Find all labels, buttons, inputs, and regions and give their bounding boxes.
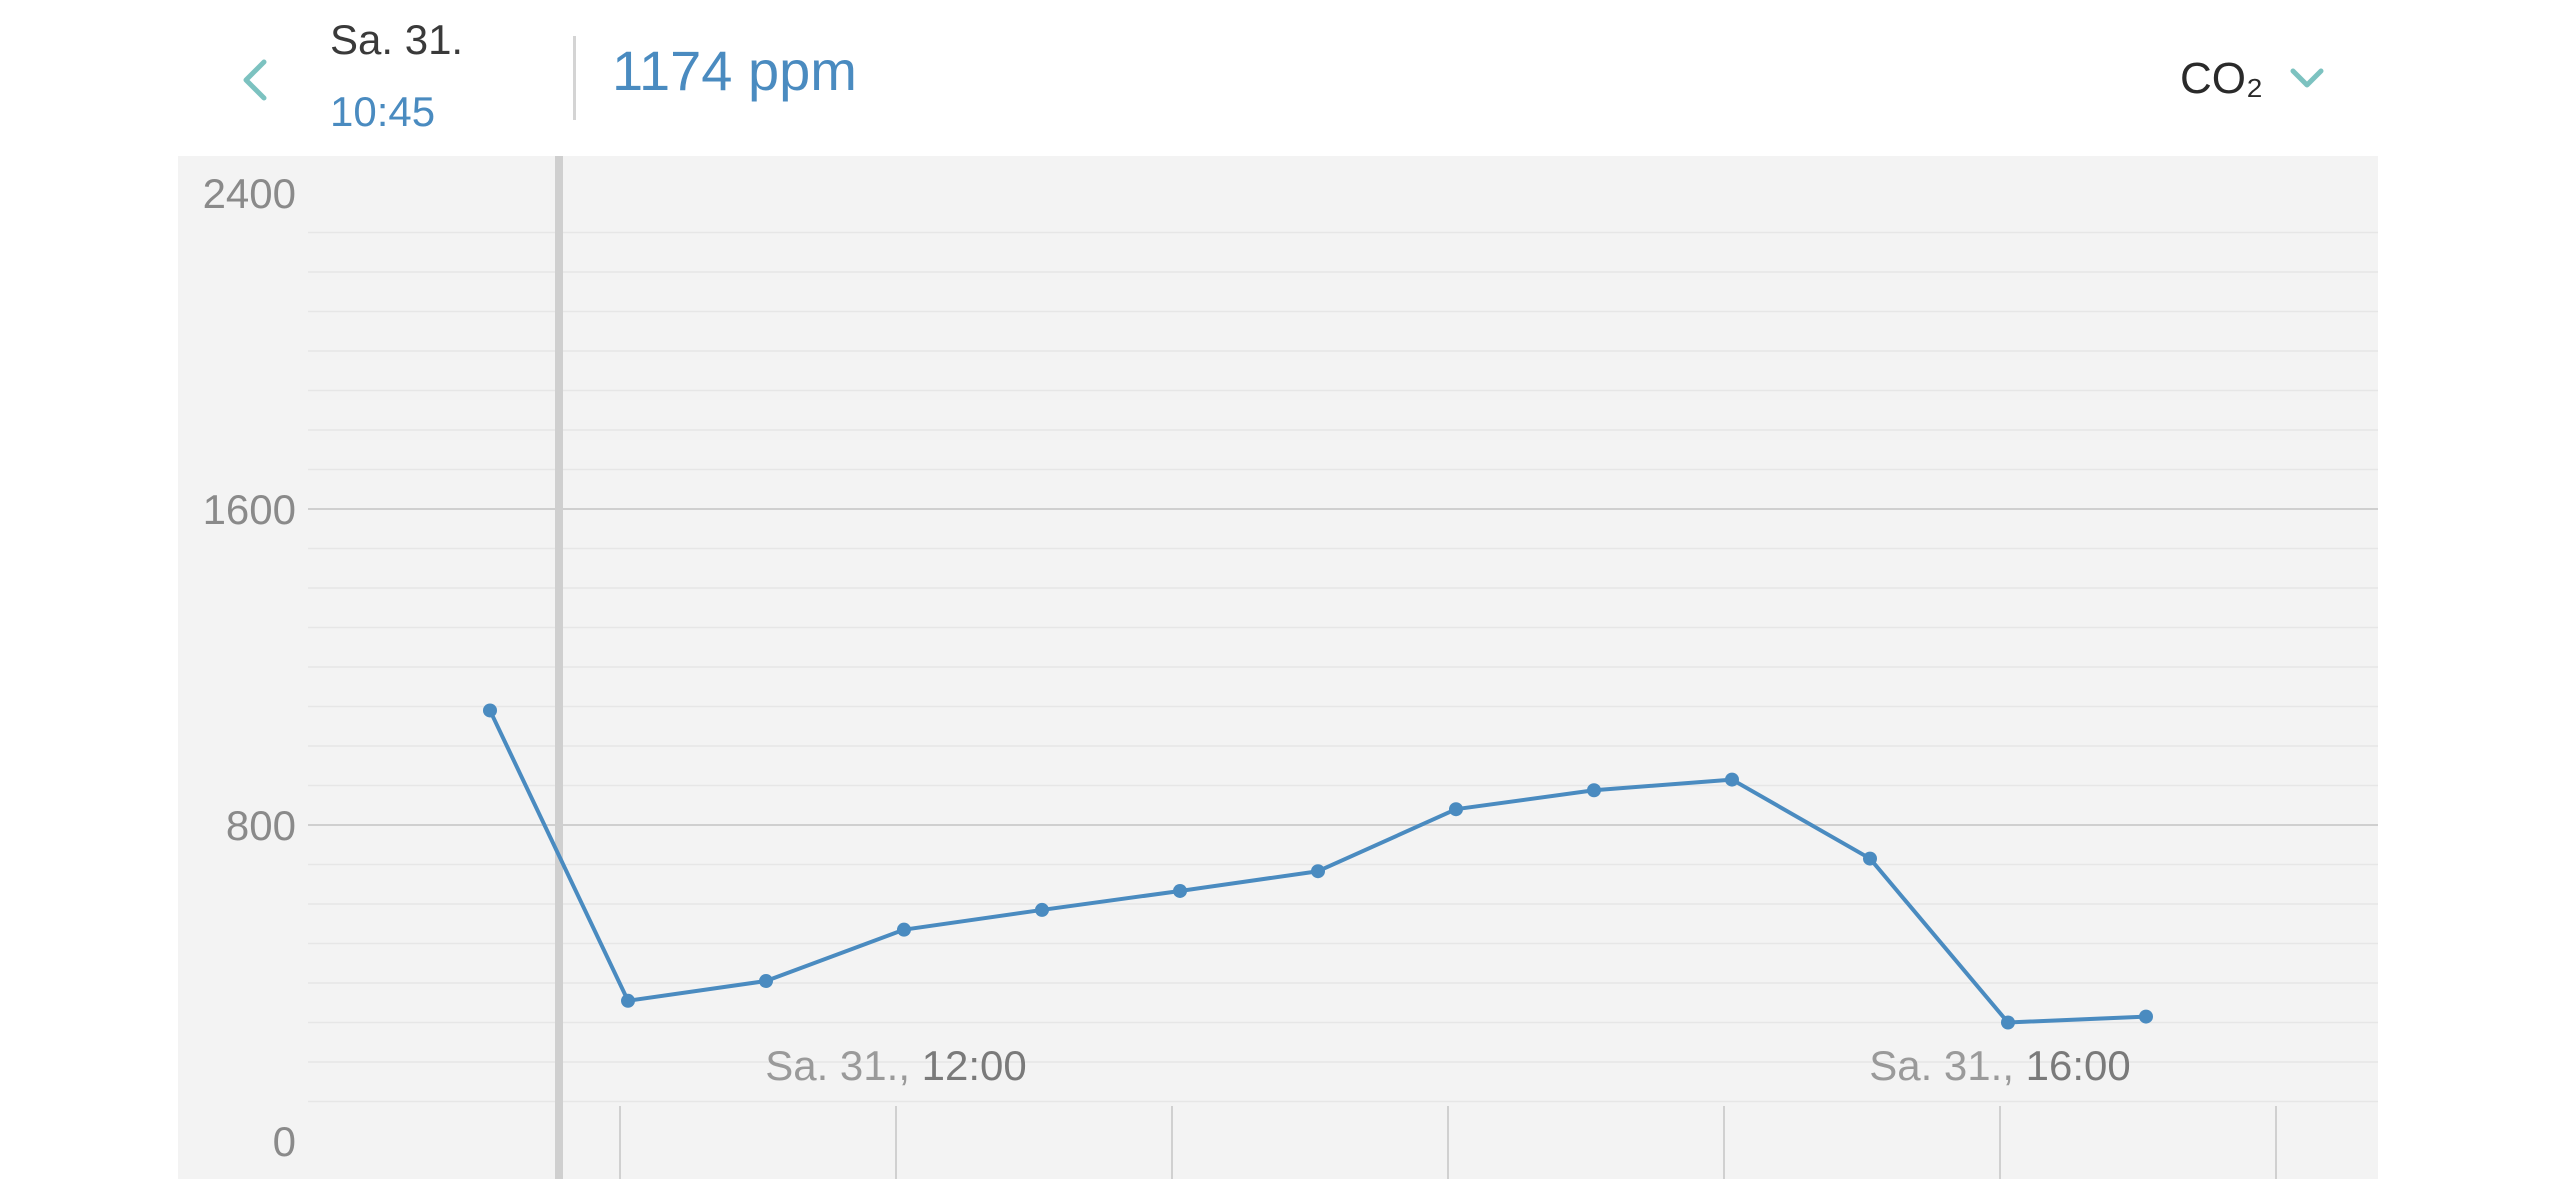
data-points bbox=[483, 703, 2153, 1030]
selected-date: Sa. 31. bbox=[330, 16, 464, 63]
current-reading: 1174 ppm bbox=[612, 39, 857, 102]
data-point[interactable] bbox=[1173, 883, 1187, 898]
data-point[interactable] bbox=[1863, 851, 1877, 866]
chevron-left-icon bbox=[243, 59, 267, 101]
data-point[interactable] bbox=[897, 922, 911, 937]
y-axis-labels: 0 800 1600 2400 bbox=[203, 170, 296, 1165]
data-point[interactable] bbox=[621, 993, 635, 1008]
metric-label: CO₂ bbox=[2180, 54, 2264, 103]
x-axis-labels: Sa. 31., 12:00 Sa. 31., 16:00 bbox=[765, 1042, 2131, 1089]
data-point[interactable] bbox=[1587, 783, 1601, 798]
data-point[interactable] bbox=[1035, 902, 1049, 917]
data-point[interactable] bbox=[483, 703, 497, 718]
time-cursor[interactable] bbox=[555, 156, 563, 1179]
back-button[interactable] bbox=[228, 48, 284, 112]
chart-area[interactable]: 0 800 1600 2400 Sa. 31., 12:00 Sa. 31., 16:0… bbox=[178, 156, 2378, 1179]
data-point[interactable] bbox=[2001, 1015, 2015, 1030]
metric-dropdown[interactable]: CO₂ bbox=[2180, 44, 2329, 114]
chevron-down-icon bbox=[2290, 68, 2324, 88]
x-axis-ticks bbox=[619, 1106, 2277, 1179]
y-tick-label: 1600 bbox=[203, 486, 296, 533]
data-point[interactable] bbox=[1725, 772, 1739, 787]
y-tick-label: 0 bbox=[273, 1118, 296, 1165]
x-tick-label: Sa. 31., 16:00 bbox=[1869, 1042, 2131, 1089]
data-point[interactable] bbox=[1311, 864, 1325, 879]
data-point[interactable] bbox=[1449, 802, 1463, 817]
y-tick-label: 2400 bbox=[203, 170, 296, 217]
y-tick-label: 800 bbox=[226, 802, 296, 849]
major-gridlines bbox=[308, 508, 2378, 826]
data-point[interactable] bbox=[2139, 1009, 2153, 1024]
data-point[interactable] bbox=[759, 974, 773, 989]
co2-line-chart[interactable]: 0 800 1600 2400 Sa. 31., 12:00 Sa. 31., 16:0… bbox=[178, 156, 2378, 1179]
x-tick-label: Sa. 31., 12:00 bbox=[765, 1042, 1027, 1089]
chart-header: Sa. 31. 10:45 1174 ppm CO₂ bbox=[0, 0, 2556, 156]
header-divider bbox=[573, 36, 576, 120]
minor-gridlines bbox=[308, 231, 2378, 1103]
selected-time: 10:45 bbox=[330, 88, 436, 135]
